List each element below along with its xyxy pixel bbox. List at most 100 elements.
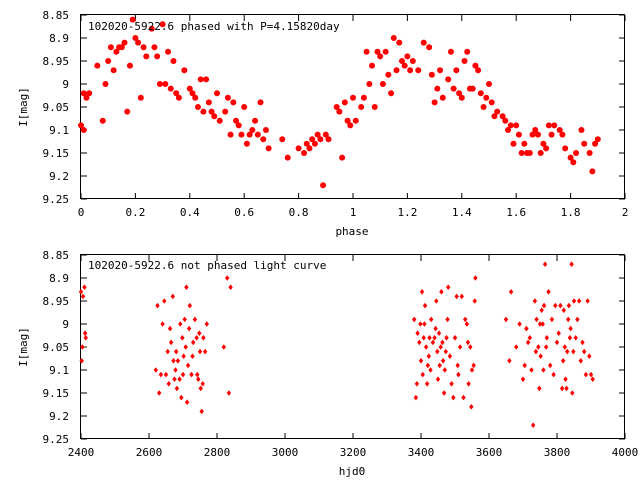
unphased-data-point — [197, 330, 202, 336]
unphased-data-point — [189, 371, 194, 378]
phased-data-point — [385, 71, 392, 78]
phased-data-point — [537, 150, 544, 156]
phased-data-point — [322, 131, 329, 138]
phased-panel: 0 0.2 0.4 0.6 0.8 1 1.2 1.4 1.6 1.8 2 8.85 8.9 8.95 9 9… — [17, 9, 628, 238]
unphased-data-point — [184, 399, 190, 405]
unphased-data-point — [78, 289, 84, 295]
unphased-data-point — [414, 381, 420, 387]
unphased-data-point — [447, 353, 453, 359]
unphased-y-tick-label: 9 — [62, 318, 69, 331]
phased-data-point — [246, 131, 253, 138]
phased-data-point — [472, 62, 479, 69]
phased-data-point — [341, 99, 348, 106]
unphased-data-point — [419, 289, 425, 295]
phased-data-point — [521, 140, 528, 147]
unphased-data-point — [225, 275, 230, 281]
unphased-data-point — [583, 371, 589, 378]
phased-data-point — [589, 168, 596, 175]
phased-data-point — [352, 117, 359, 124]
phased-data-point — [137, 94, 144, 101]
phased-data-point — [80, 127, 87, 133]
phased-x-axis-label: phase — [335, 225, 368, 238]
phased-data-point — [162, 81, 169, 87]
phased-y-tick-label: 9.25 — [43, 193, 70, 206]
phased-y-tick-label: 9.15 — [43, 147, 70, 160]
unphased-data-point — [171, 358, 176, 364]
unphased-data-point — [160, 321, 165, 327]
unphased-x-tick-label: 2800 — [204, 446, 231, 459]
unphased-data-point — [428, 367, 433, 373]
phased-data-point — [494, 108, 501, 115]
phased-data-point — [105, 58, 112, 64]
unphased-y-tick-label: 8.85 — [43, 249, 70, 262]
phased-data-point — [303, 140, 310, 147]
unphased-data-point — [204, 321, 209, 327]
phased-data-point — [154, 53, 161, 60]
phased-data-point — [578, 127, 585, 133]
phased-y-tick-label: 8.95 — [43, 55, 70, 68]
unphased-data-point — [520, 376, 526, 382]
unphased-data-point — [532, 298, 538, 304]
phased-x-tick-label: 2 — [622, 206, 629, 219]
unphased-data-point — [174, 348, 179, 355]
unphased-data-point — [180, 335, 185, 341]
phased-data-point — [197, 76, 204, 83]
phased-data-point — [173, 90, 180, 97]
phased-data-point — [347, 122, 354, 129]
phased-data-point — [480, 104, 487, 110]
phased-data-point — [464, 48, 471, 55]
phased-data-point — [366, 81, 373, 87]
unphased-data-point — [463, 316, 468, 323]
phased-x-tick-label: 0 — [78, 206, 85, 219]
unphased-data-point — [417, 339, 422, 346]
unphased-data-point — [153, 367, 158, 373]
unphased-data-point — [562, 344, 568, 350]
phased-data-point — [594, 136, 601, 143]
phased-data-point — [469, 85, 476, 92]
phased-x-tick-label: 0.6 — [234, 206, 254, 219]
unphased-data-point — [542, 261, 548, 267]
phased-data-point — [529, 131, 536, 138]
unphased-data-point — [588, 371, 594, 378]
unphased-x-tick-label: 2400 — [68, 446, 95, 459]
unphased-data-point — [469, 404, 474, 410]
phased-data-point — [543, 145, 550, 152]
unphased-data-point — [587, 353, 592, 359]
unphased-data-point — [578, 358, 583, 364]
unphased-data-point — [469, 367, 475, 373]
phased-data-point — [83, 94, 90, 101]
unphased-data-point — [424, 381, 430, 387]
phased-data-point — [200, 108, 207, 115]
phased-data-point — [390, 35, 397, 41]
unphased-data-point — [435, 376, 441, 382]
phased-data-point — [445, 76, 452, 83]
unphased-x-tick-label: 3200 — [340, 446, 367, 459]
unphased-data-point — [429, 316, 434, 323]
unphased-data-point — [569, 261, 574, 267]
phased-data-point — [396, 39, 403, 46]
phased-data-point — [548, 131, 555, 138]
unphased-data-point — [468, 344, 473, 350]
unphased-data-point — [536, 344, 541, 350]
phased-data-point — [143, 53, 150, 60]
unphased-chart-title: 102020-5922.6 not phased light curve — [88, 259, 326, 272]
phased-points — [78, 16, 601, 189]
phased-data-point — [363, 48, 370, 55]
unphased-data-point — [191, 339, 196, 346]
unphased-data-point — [183, 344, 188, 350]
unphased-y-tick-label: 8.95 — [43, 295, 70, 308]
phased-data-point — [360, 94, 367, 101]
unphased-y-tick-label: 9.1 — [49, 364, 69, 377]
unphased-ticks: 2400 2600 2800 3000 3200 3400 3600 3800 4000 8.85… — [43, 249, 639, 459]
phased-data-point — [314, 131, 321, 138]
phased-data-point — [140, 44, 147, 51]
unphased-data-point — [422, 302, 428, 309]
phased-x-tick-label: 1.8 — [561, 206, 581, 219]
unphased-data-point — [440, 358, 446, 364]
phased-data-point — [148, 25, 155, 32]
phased-data-point — [499, 113, 506, 120]
unphased-x-axis-label: hjd0 — [339, 465, 366, 478]
unphased-data-point — [570, 390, 575, 396]
phased-data-point — [78, 122, 84, 129]
unphased-data-point — [438, 344, 443, 350]
